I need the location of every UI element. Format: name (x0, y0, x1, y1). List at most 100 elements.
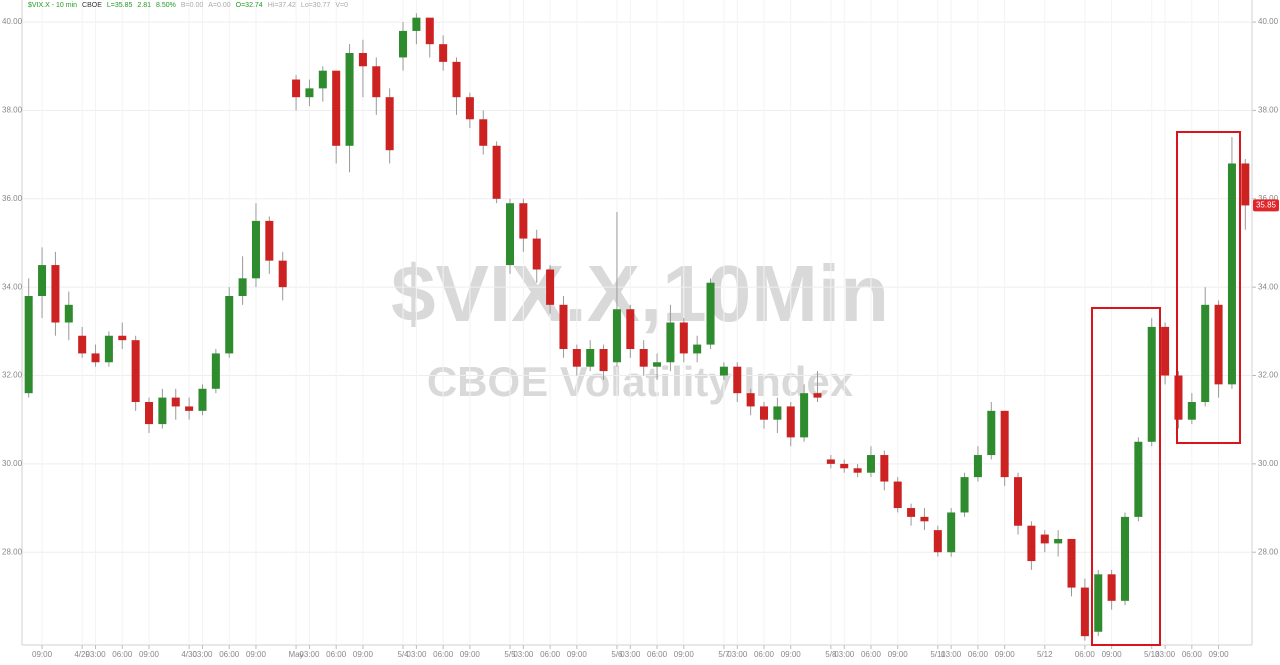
x-tick-label: 09:00 (1102, 650, 1123, 659)
y-tick-label: 32.00 (1258, 371, 1279, 380)
highlight-box (1176, 131, 1241, 444)
candle-body (145, 402, 154, 425)
candle-body (211, 353, 220, 389)
candle-body (238, 278, 247, 296)
candle-body (1187, 402, 1196, 420)
candle-body (51, 265, 60, 323)
candle-body (1241, 163, 1250, 206)
highlight-box (1091, 307, 1161, 646)
x-tick-label: 06:00 (647, 650, 668, 659)
candle-body (639, 349, 648, 367)
x-tick-label: 09:00 (460, 650, 481, 659)
x-tick-label: 03:00 (834, 650, 855, 659)
candle-body (278, 260, 287, 288)
candle-body (412, 17, 421, 31)
x-tick-label: 09:00 (32, 650, 53, 659)
candle-body (131, 340, 140, 403)
candle-body (1147, 326, 1156, 442)
header-item: CBOE (82, 2, 102, 9)
candle-body (385, 97, 394, 151)
x-tick-label: 5/4 (397, 650, 409, 659)
x-tick-label: 5/11 (930, 650, 946, 659)
x-tick-label: 03:00 (620, 650, 641, 659)
candle-body (572, 349, 581, 367)
candle-body (479, 119, 488, 146)
last-price-label: 35.85 (1256, 201, 1277, 210)
candle-body (746, 393, 755, 407)
candle-body (866, 455, 875, 473)
candle-body (1161, 326, 1170, 376)
y-tick-label: 32.00 (2, 371, 23, 380)
x-tick-label: 09:00 (246, 650, 267, 659)
x-tick-label: 03:00 (941, 650, 962, 659)
y-tick-label: 40.00 (2, 17, 23, 26)
candle-body (760, 406, 769, 420)
candle-body (733, 366, 742, 394)
candle-body (532, 238, 541, 270)
candle-body (64, 304, 73, 323)
candle-body (947, 512, 956, 553)
candles: 35.85 (24, 13, 1279, 641)
y-tick-label: 36.00 (1258, 194, 1279, 203)
header-item: V=0 (335, 2, 348, 9)
candle-body (439, 44, 448, 62)
candle-body (586, 349, 595, 367)
y-tick-label: 38.00 (2, 106, 23, 115)
candle-body (372, 66, 381, 98)
candle-body (38, 265, 47, 296)
candle-body (305, 88, 314, 98)
candle-body (1027, 525, 1036, 562)
candle-body (920, 516, 929, 522)
candle-body (987, 410, 996, 456)
candle-body (546, 269, 555, 305)
x-tick-label: 06:00 (968, 650, 989, 659)
candle-body (425, 17, 434, 45)
x-tick-label: 5/7 (718, 650, 730, 659)
x-tick-label: 4/29 (74, 650, 90, 659)
x-tick-label: 03:00 (513, 650, 534, 659)
candle-body (1107, 574, 1116, 601)
candle-body (1040, 534, 1049, 544)
candle-body (679, 322, 688, 354)
x-tick-label: 06:00 (112, 650, 133, 659)
candle-body (332, 70, 341, 146)
candle-body (519, 203, 528, 239)
header-item: 8.50% (156, 2, 176, 9)
candle-body (626, 309, 635, 350)
x-tick-label: 06:00 (1075, 650, 1096, 659)
candle-body (1054, 538, 1063, 544)
x-tick-label: 5/8 (825, 650, 837, 659)
y-tick-label: 34.00 (1258, 282, 1279, 291)
candle-body (1174, 375, 1183, 420)
candle-body (465, 97, 474, 120)
x-tick-label: 03:00 (1155, 650, 1176, 659)
candle-body (612, 309, 621, 363)
x-tick-label: 09:00 (567, 650, 588, 659)
candle-body (104, 335, 113, 363)
x-tick-label: 03:00 (727, 650, 748, 659)
candle-body (118, 335, 127, 341)
header-item: O=32.74 (236, 2, 263, 9)
candle-body (559, 304, 568, 350)
candle-body (706, 282, 715, 345)
candle-body (1094, 574, 1103, 632)
header-item: Lo=30.77 (301, 2, 330, 9)
x-tick-label: 06:00 (861, 650, 882, 659)
candle-body (1227, 163, 1236, 385)
candle-body (933, 530, 942, 553)
candle-body (907, 508, 916, 517)
y-tick-label: 30.00 (1258, 459, 1279, 468)
candle-body (1067, 538, 1076, 588)
x-tick-label: 06:00 (754, 650, 775, 659)
candle-body (1000, 410, 1009, 478)
x-tick-label: 09:00 (1209, 650, 1230, 659)
candle-body (452, 61, 461, 98)
candle-body (1201, 304, 1210, 403)
candle-body (292, 79, 301, 98)
candle-body (318, 70, 327, 89)
candle-body (853, 468, 862, 473)
candle-body (840, 463, 849, 469)
candle-body (973, 455, 982, 478)
x-tick-label: May (289, 650, 304, 659)
